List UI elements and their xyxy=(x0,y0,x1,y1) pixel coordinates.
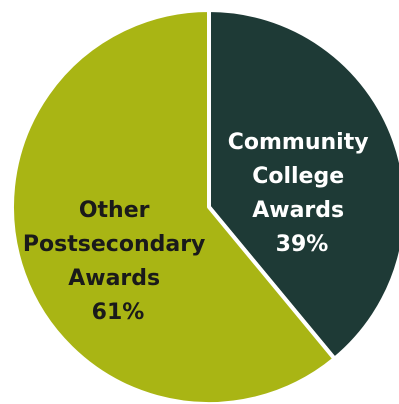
slice-label-other-postsecondary: Other Postsecondary Awards 61% xyxy=(23,198,213,325)
slice-1-label-line-1: Other xyxy=(79,198,150,223)
slice-0-label-line-1: Community xyxy=(228,130,369,155)
slice-other-postsecondary xyxy=(10,8,337,404)
slice-1-label-line-3: Awards xyxy=(68,266,160,291)
slice-0-label-line-3: Awards xyxy=(252,198,344,223)
slice-community-college xyxy=(207,8,399,361)
slice-0-label-line-2: College xyxy=(252,164,344,189)
slice-1-label-line-2: Postsecondary xyxy=(23,232,205,257)
slice-0-value: 39% xyxy=(276,232,329,257)
labels-layer: Community College Awards 39% Other Posts… xyxy=(23,130,377,325)
slice-label-community-college: Community College Awards 39% xyxy=(228,130,377,257)
slices-layer xyxy=(10,8,399,404)
slice-1-value: 61% xyxy=(92,300,145,325)
